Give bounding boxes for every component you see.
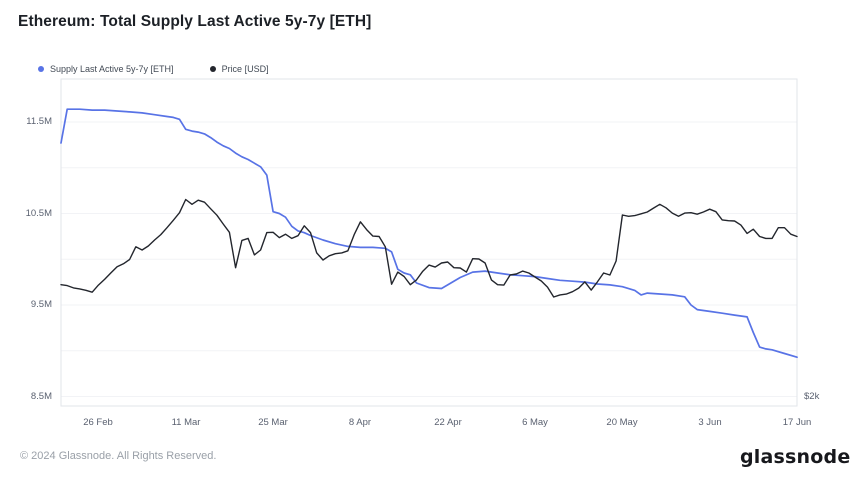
x-axis-label: 3 Jun — [698, 417, 722, 428]
price-line — [60, 198, 798, 298]
y-axis-label: 9.5M — [30, 299, 52, 310]
legend-label-supply: Supply Last Active 5y-7y [ETH] — [50, 64, 174, 74]
supply-series-dot-icon — [38, 66, 44, 72]
chart-legend: Supply Last Active 5y-7y [ETH] Price [US… — [38, 64, 269, 74]
glassnode-logo: glassnode — [740, 446, 850, 468]
x-axis-label: 8 Apr — [348, 417, 372, 428]
copyright-text: © 2024 Glassnode. All Rights Reserved. — [20, 450, 217, 462]
legend-item-price[interactable]: Price [USD] — [209, 64, 269, 74]
x-axis-label: 11 Mar — [171, 417, 201, 428]
page-title: Ethereum: Total Supply Last Active 5y-7y… — [18, 13, 372, 30]
x-axis-label: 22 Apr — [434, 417, 462, 428]
y-axis-label: 10.5M — [25, 208, 52, 219]
x-axis-label: 25 Mar — [258, 417, 288, 428]
y-axis-label: 11.5M — [26, 116, 52, 127]
plot-border — [60, 78, 798, 407]
plot-area[interactable] — [61, 79, 797, 406]
x-axis-label: 26 Feb — [83, 417, 113, 428]
x-axis-label: 17 Jun — [782, 417, 812, 428]
right-axis-label: $2k — [804, 391, 820, 402]
price-series-dot-icon — [209, 66, 216, 72]
supply-line — [60, 108, 798, 359]
y-axis-label: 8.5M — [30, 391, 52, 402]
x-axis-label: 6 May — [522, 417, 548, 428]
legend-label-price: Price [USD] — [221, 64, 269, 74]
legend-item-supply[interactable]: Supply Last Active 5y-7y [ETH] — [38, 64, 174, 74]
x-axis-label: 20 May — [606, 417, 638, 428]
